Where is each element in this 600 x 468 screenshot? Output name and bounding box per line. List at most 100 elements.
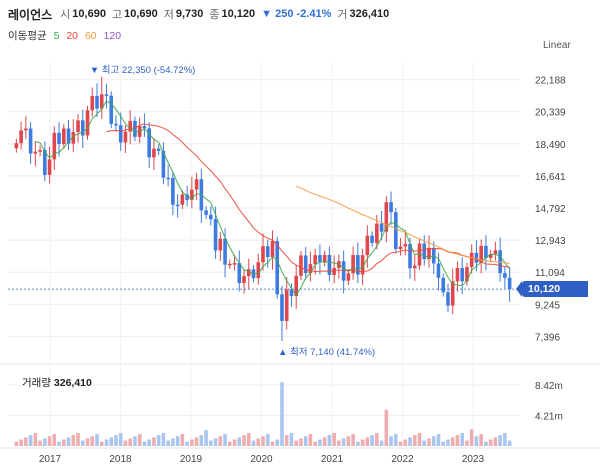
quote-header: 레이언스 시 10,690 고 10,690 저 9,730 종 10,120 …	[8, 6, 395, 22]
volume-tick-label: 4.21m	[535, 412, 563, 423]
volume-bar	[503, 432, 507, 446]
volume-bar	[375, 432, 379, 446]
candle-body	[299, 255, 303, 276]
candle-body	[488, 254, 493, 258]
open-label: 시	[60, 9, 71, 21]
volume-bar	[90, 436, 95, 446]
candle-body	[417, 243, 422, 266]
volume-bar	[327, 435, 332, 446]
price-tick-label: 7,396	[535, 332, 560, 343]
volume-bar	[204, 430, 208, 446]
volume-bar	[313, 441, 317, 446]
volume-bar	[227, 441, 232, 446]
candle-body	[370, 235, 374, 243]
volume-bar	[19, 439, 23, 446]
ma5-line	[35, 100, 511, 297]
high-annotation: ▼ 최고 22,350 (-54.72%)	[90, 65, 196, 76]
volume-panel-title: 거래량	[22, 377, 51, 389]
volume-bar	[379, 440, 384, 446]
volume-bar	[199, 435, 204, 446]
volume-bar	[251, 440, 256, 446]
volume-bar	[465, 440, 469, 446]
volume-bar	[61, 439, 66, 446]
ma-120: 120	[103, 30, 122, 42]
volume-bar	[237, 437, 242, 446]
volume-panel-value: 326,410	[53, 377, 92, 389]
candle-body	[95, 96, 99, 109]
candle-body	[128, 120, 133, 132]
candle-body	[66, 128, 71, 144]
candle-body	[28, 128, 33, 154]
ma-20: 20	[66, 30, 79, 42]
low-annotation: ▲ 최저 7,140 (41.74%)	[278, 347, 375, 358]
scale-mode-toggle[interactable]: Linear	[543, 40, 571, 51]
candle-body	[465, 267, 469, 282]
volume-bar	[109, 437, 114, 446]
candle-body	[450, 281, 455, 306]
candle-body	[223, 238, 227, 265]
ma-60: 60	[84, 30, 97, 42]
candle-body	[303, 255, 308, 274]
open-value: 10,690	[72, 8, 106, 20]
volume-bar	[384, 409, 389, 446]
candle-body	[161, 150, 166, 178]
volume-bar	[356, 441, 360, 446]
current-price-badge: 10,120	[516, 281, 588, 298]
volume-bar	[351, 434, 355, 446]
candle-body	[24, 128, 28, 131]
volume-bar	[455, 435, 460, 446]
candle-body	[441, 277, 446, 293]
candle-body	[322, 255, 327, 262]
candle-body	[332, 268, 336, 275]
candle-body	[156, 148, 161, 151]
candle-body	[284, 289, 289, 321]
volume-bar	[265, 434, 270, 446]
volume-tick-label: 8.42m	[535, 381, 563, 392]
candle-body	[455, 267, 460, 282]
candle-body	[185, 194, 189, 200]
candle-body	[76, 120, 80, 132]
volume-bar	[57, 441, 61, 446]
volume-bar	[114, 435, 118, 446]
candle-body	[209, 214, 213, 220]
price-tick-label: 18,490	[535, 140, 566, 151]
high-label: 고	[111, 9, 123, 21]
year-tick-label: 2019	[180, 454, 203, 465]
volume-bar	[422, 440, 427, 446]
candle-body	[308, 264, 313, 274]
candle-body	[403, 243, 408, 247]
moving-average-legend[interactable]: 이동평균 5 20 60 120	[8, 28, 125, 43]
candle-body	[52, 132, 57, 160]
volume-bar	[85, 438, 90, 446]
change-value: ▼ 250 -2.41%	[261, 8, 332, 20]
candle-body	[47, 159, 52, 175]
volume-bar	[427, 438, 431, 446]
volume-bar	[190, 439, 194, 446]
volume-bar	[370, 435, 374, 446]
volume-bar	[218, 436, 223, 446]
volume-bar	[43, 438, 47, 446]
volume-bar	[303, 436, 308, 446]
volume-bar	[246, 432, 251, 446]
candle-body	[427, 247, 431, 260]
candle-body	[57, 132, 61, 145]
candle-body	[109, 95, 114, 124]
volume-bar	[365, 437, 370, 446]
volume-bar	[99, 441, 104, 446]
ma60-line	[295, 185, 510, 264]
candle-body	[152, 148, 156, 158]
candle-body	[389, 202, 393, 213]
volume-bar	[346, 436, 351, 446]
candle-body	[375, 223, 379, 243]
volume-bar	[450, 437, 455, 446]
candle-body	[204, 210, 208, 215]
volume-bar	[436, 434, 441, 446]
volume-bar	[161, 432, 166, 446]
volume-bar	[133, 436, 137, 446]
volume-bar	[360, 439, 365, 446]
volume-bar	[280, 382, 284, 446]
volume-bar	[52, 434, 57, 446]
candle-body	[213, 219, 218, 251]
volume-bar	[104, 439, 109, 446]
